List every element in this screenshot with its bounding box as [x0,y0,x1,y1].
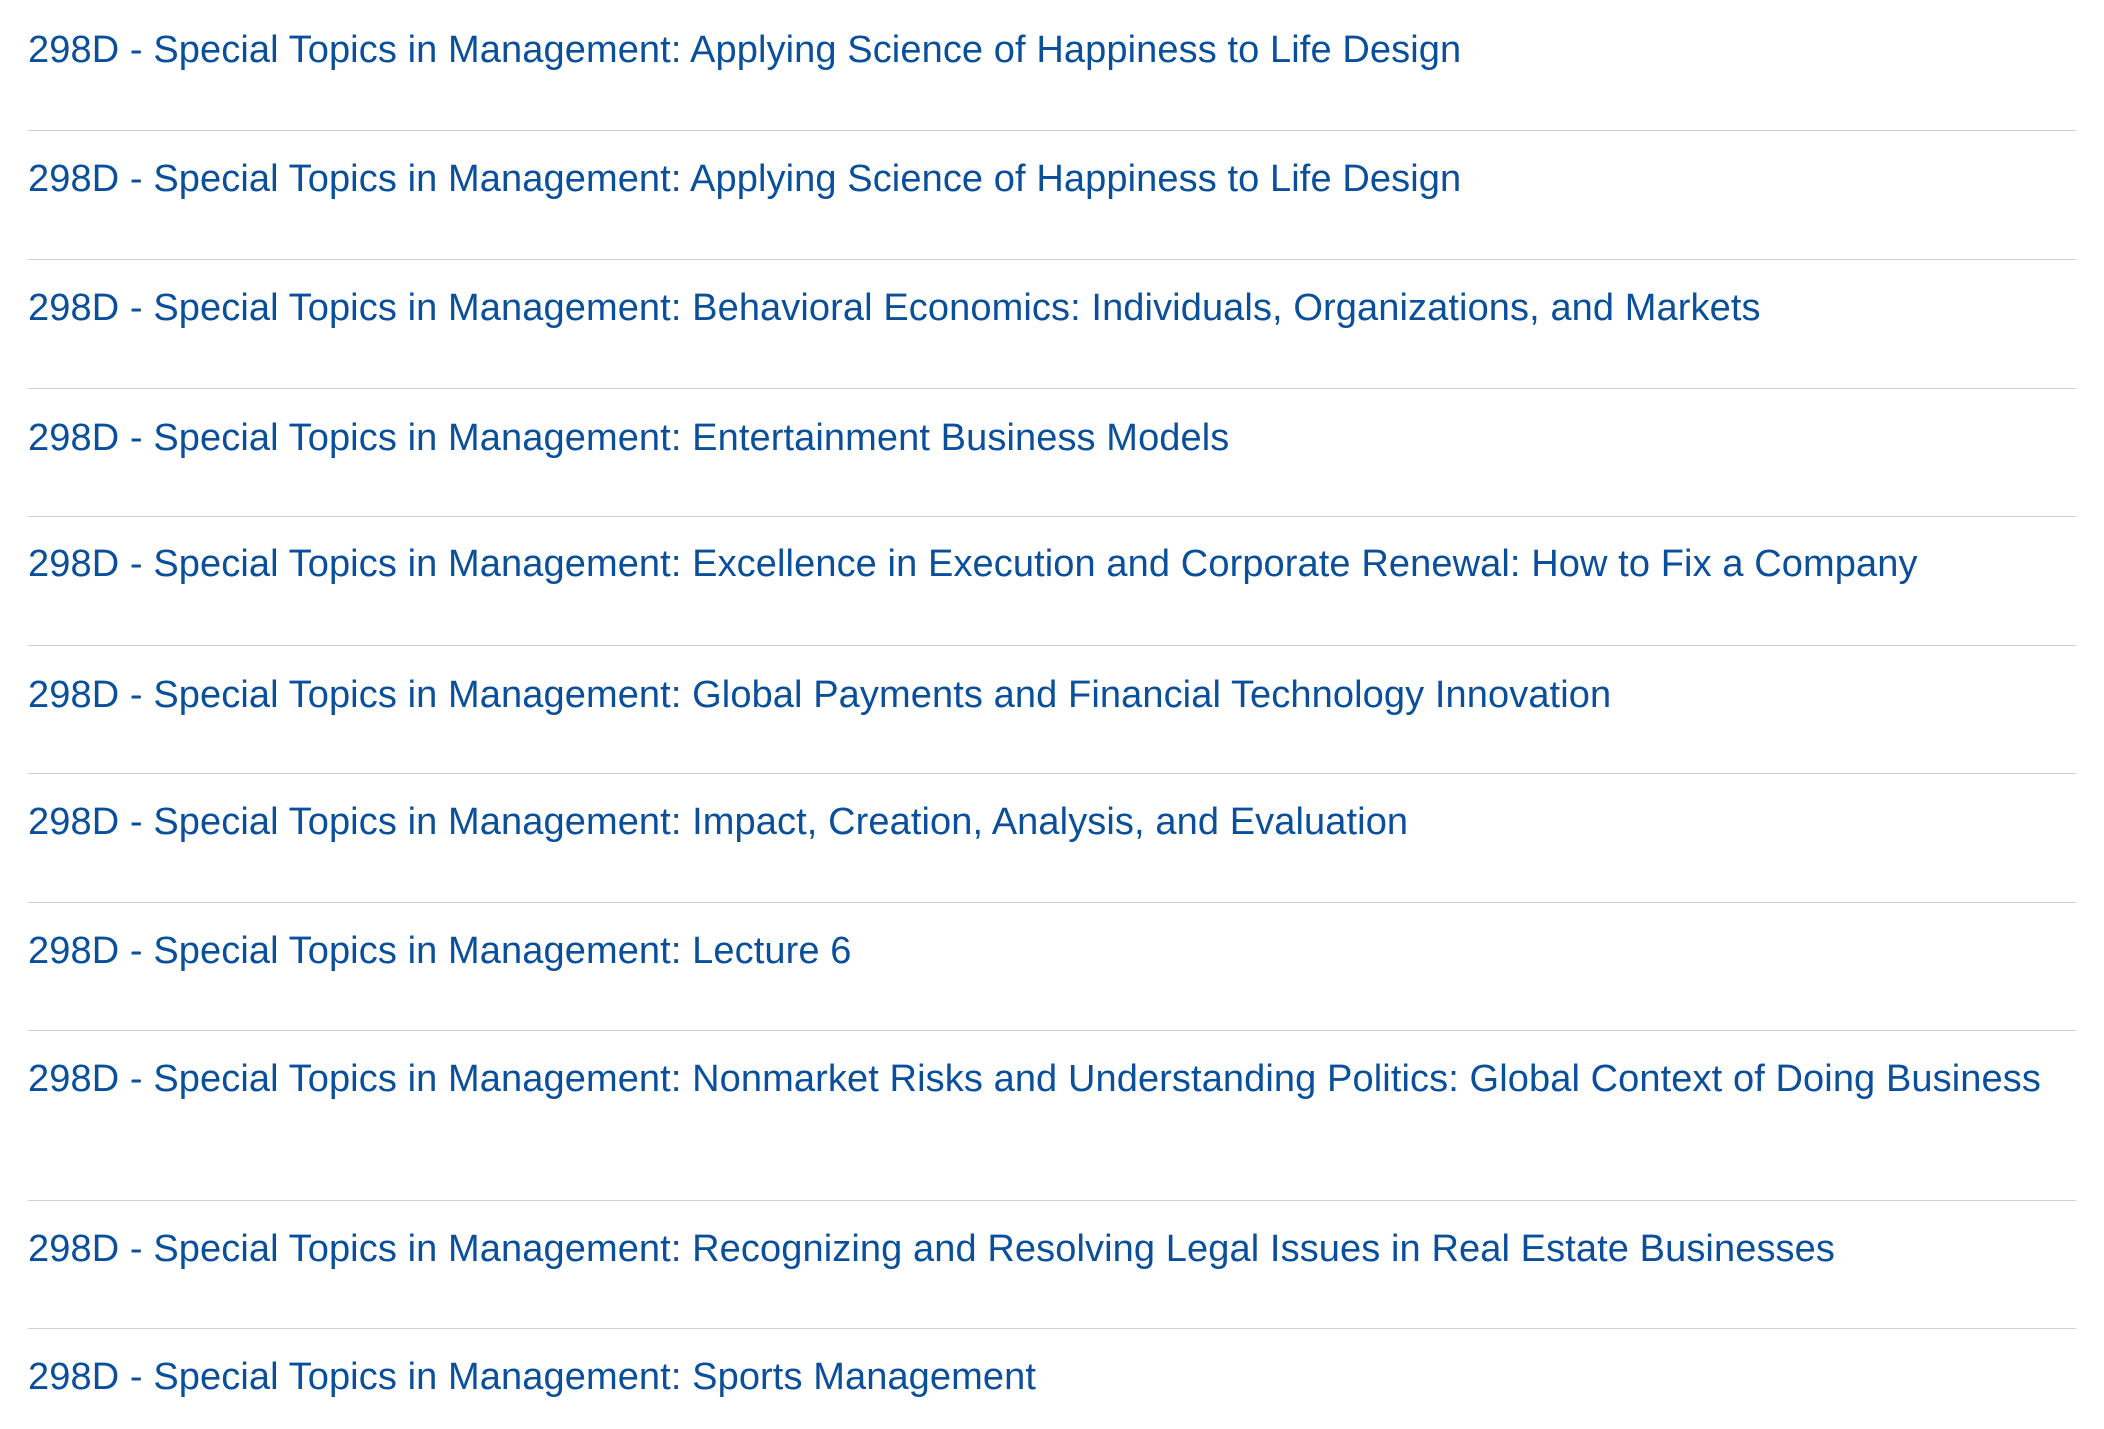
course-link[interactable]: 298D - Special Topics in Management: Glo… [28,674,1612,716]
list-item: 298D - Special Topics in Management: Lec… [28,903,2076,1031]
list-item: 298D - Special Topics in Management: Exc… [28,517,2076,646]
course-link[interactable]: 298D - Special Topics in Management: Non… [28,1058,2041,1100]
list-item: 298D - Special Topics in Management: Ent… [28,389,2076,517]
course-link[interactable]: 298D - Special Topics in Management: Exc… [28,543,1918,585]
course-link[interactable]: 298D - Special Topics in Management: Spo… [28,1356,1037,1398]
course-link[interactable]: 298D - Special Topics in Management: Beh… [28,287,1761,329]
list-item: 298D - Special Topics in Management: App… [28,0,2076,131]
course-link[interactable]: 298D - Special Topics in Management: Imp… [28,801,1409,843]
course-link[interactable]: 298D - Special Topics in Management: Rec… [28,1228,1835,1270]
list-item: 298D - Special Topics in Management: Spo… [28,1329,2076,1429]
list-item: 298D - Special Topics in Management: Rec… [28,1201,2076,1329]
list-item: 298D - Special Topics in Management: Imp… [28,774,2076,903]
course-link[interactable]: 298D - Special Topics in Management: App… [28,158,1462,200]
course-link[interactable]: 298D - Special Topics in Management: Ent… [28,417,1230,459]
course-link[interactable]: 298D - Special Topics in Management: App… [28,29,1462,71]
list-item: 298D - Special Topics in Management: App… [28,131,2076,260]
list-item: 298D - Special Topics in Management: Beh… [28,260,2076,389]
course-link[interactable]: 298D - Special Topics in Management: Lec… [28,930,852,972]
list-item: 298D - Special Topics in Management: Non… [28,1031,2076,1201]
course-list: 298D - Special Topics in Management: App… [28,0,2076,1429]
list-item: 298D - Special Topics in Management: Glo… [28,646,2076,774]
